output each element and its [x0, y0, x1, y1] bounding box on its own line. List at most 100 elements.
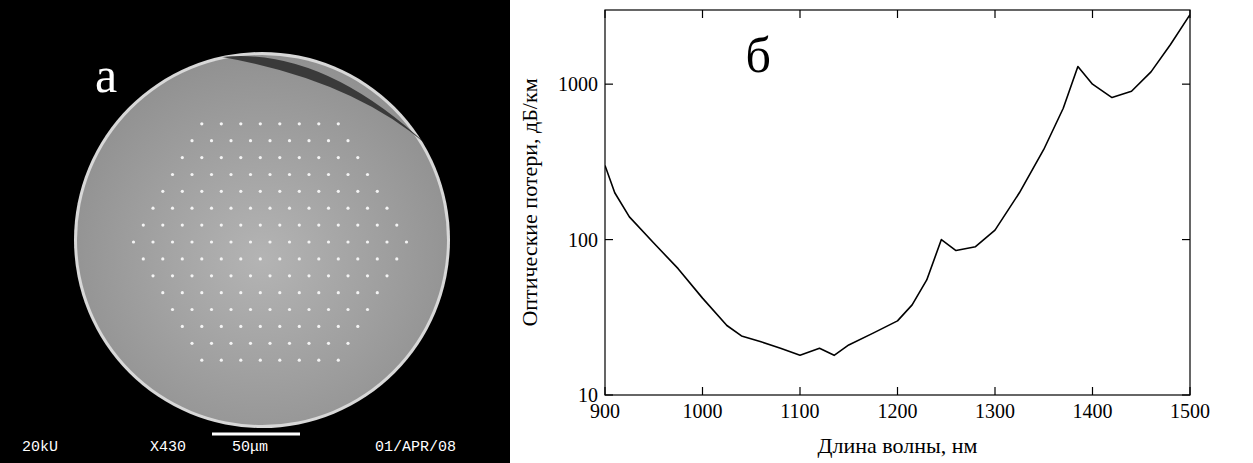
- air-hole: [181, 224, 184, 227]
- air-hole: [298, 156, 301, 159]
- air-hole: [171, 240, 174, 243]
- air-hole: [259, 122, 262, 125]
- x-tick-label: 1500: [1170, 400, 1210, 422]
- air-hole: [366, 240, 369, 243]
- air-hole: [278, 257, 281, 260]
- air-hole: [298, 122, 301, 125]
- air-hole: [337, 156, 340, 159]
- air-hole: [132, 240, 135, 243]
- air-hole: [259, 190, 262, 193]
- air-hole: [210, 240, 213, 243]
- x-tick-label: 1200: [878, 400, 918, 422]
- air-hole: [376, 291, 379, 294]
- x-tick: [897, 387, 898, 395]
- air-hole: [181, 325, 184, 328]
- air-hole: [346, 173, 349, 176]
- air-hole: [249, 342, 252, 345]
- air-hole: [327, 240, 330, 243]
- air-hole: [337, 224, 340, 227]
- air-hole: [346, 274, 349, 277]
- air-hole: [376, 190, 379, 193]
- air-hole: [346, 207, 349, 210]
- air-hole: [220, 257, 223, 260]
- air-hole: [229, 139, 232, 142]
- x-tick-top: [799, 10, 800, 18]
- y-tick-label: 100: [568, 229, 598, 251]
- air-hole: [220, 359, 223, 362]
- air-hole: [376, 257, 379, 260]
- air-hole: [278, 359, 281, 362]
- air-hole: [220, 325, 223, 328]
- air-hole: [317, 359, 320, 362]
- air-hole: [356, 190, 359, 193]
- air-hole: [337, 325, 340, 328]
- air-hole: [220, 190, 223, 193]
- shadow-crescent: [222, 56, 427, 145]
- air-hole: [327, 308, 330, 311]
- air-hole: [239, 325, 242, 328]
- air-hole: [239, 257, 242, 260]
- air-hole: [268, 207, 271, 210]
- air-hole: [190, 139, 193, 142]
- air-hole: [259, 224, 262, 227]
- air-hole: [239, 190, 242, 193]
- air-hole: [337, 190, 340, 193]
- air-hole: [249, 207, 252, 210]
- plot-frame: [605, 10, 1190, 395]
- x-tick: [994, 387, 995, 395]
- sem-background: [0, 0, 510, 463]
- air-hole: [210, 173, 213, 176]
- air-hole: [229, 173, 232, 176]
- air-hole: [327, 274, 330, 277]
- x-axis-title: Длина волны, нм: [818, 433, 978, 458]
- air-hole: [268, 308, 271, 311]
- air-hole: [200, 325, 203, 328]
- air-hole: [298, 257, 301, 260]
- air-hole: [268, 139, 271, 142]
- loss-curve: [605, 15, 1190, 356]
- air-hole: [278, 156, 281, 159]
- air-hole: [366, 207, 369, 210]
- air-hole: [337, 291, 340, 294]
- air-hole: [210, 342, 213, 345]
- sem-label: 50μm: [232, 439, 268, 456]
- air-hole: [210, 139, 213, 142]
- air-hole: [220, 291, 223, 294]
- plot-area: [605, 15, 1190, 356]
- y-tick: [605, 394, 613, 395]
- x-tick-top: [604, 10, 605, 18]
- air-hole: [317, 190, 320, 193]
- air-hole: [259, 156, 262, 159]
- air-hole: [200, 122, 203, 125]
- air-hole: [288, 308, 291, 311]
- air-hole: [376, 224, 379, 227]
- air-hole: [161, 224, 164, 227]
- air-hole: [259, 257, 262, 260]
- air-hole: [385, 240, 388, 243]
- sem-label: 20kU: [22, 439, 58, 456]
- x-tick: [604, 387, 605, 395]
- x-tick-top: [1189, 10, 1190, 18]
- air-hole: [220, 224, 223, 227]
- y-axis-title: Оптические потери, дБ/км: [517, 78, 542, 326]
- air-hole: [259, 325, 262, 328]
- air-hole: [288, 173, 291, 176]
- air-hole: [249, 173, 252, 176]
- y-tick-label: 10: [578, 384, 598, 406]
- x-tick-top: [1092, 10, 1093, 18]
- air-hole: [268, 240, 271, 243]
- x-tick: [1092, 387, 1093, 395]
- air-hole: [190, 207, 193, 210]
- air-hole: [307, 240, 310, 243]
- air-hole: [278, 325, 281, 328]
- air-hole: [200, 156, 203, 159]
- air-hole: [259, 359, 262, 362]
- air-hole: [268, 342, 271, 345]
- air-hole: [317, 291, 320, 294]
- fiber-cross-section: [77, 55, 447, 425]
- air-hole: [200, 190, 203, 193]
- air-hole: [229, 274, 232, 277]
- air-hole: [346, 308, 349, 311]
- air-hole: [298, 190, 301, 193]
- air-hole: [249, 308, 252, 311]
